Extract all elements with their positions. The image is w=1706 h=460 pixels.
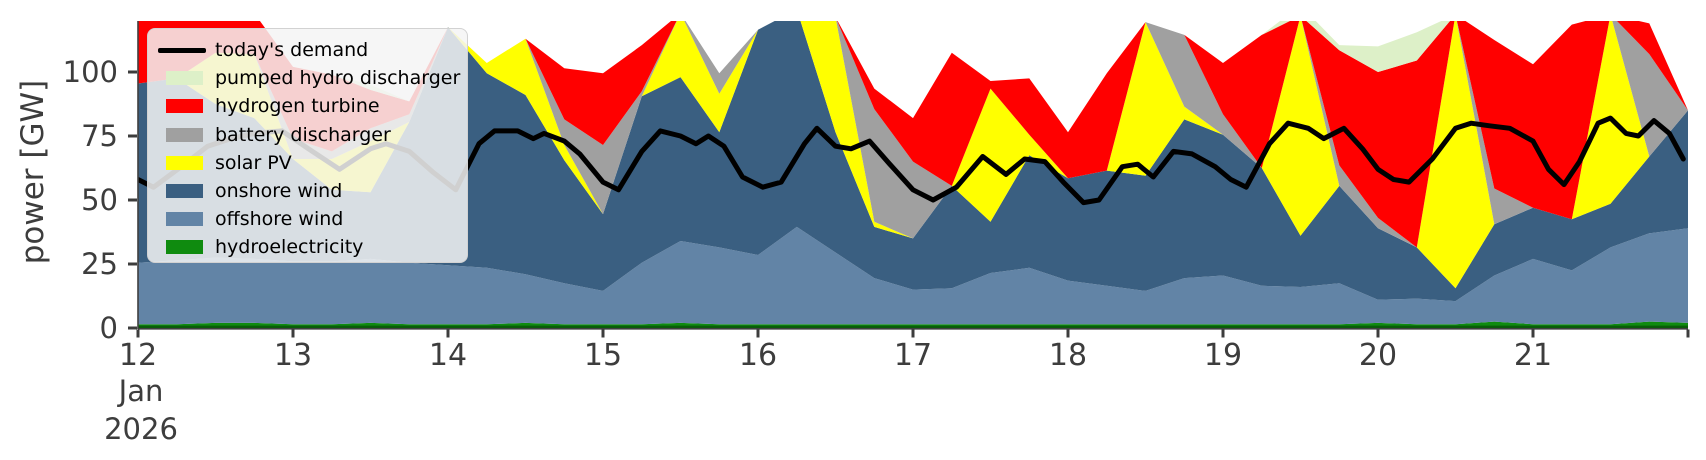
legend-item: solar PV	[158, 149, 467, 177]
legend-item: offshore wind	[158, 205, 467, 233]
x-tick-label: 15	[583, 338, 623, 373]
y-axis-label: power [GW]	[15, 79, 51, 265]
area-hydrogen-turbine	[138, 21, 1688, 248]
legend-line-handle	[158, 47, 206, 53]
x-tick-label: 13	[273, 338, 313, 373]
legend-patch-glyph	[166, 155, 203, 170]
x-tick-label: 19	[1203, 338, 1243, 373]
legend-label: onshore wind	[215, 180, 343, 203]
legend-color-swatch	[158, 127, 206, 142]
x-axis-year-label: 2026	[104, 412, 178, 446]
area-battery-discharger	[138, 21, 1688, 248]
legend-item: battery discharger	[158, 121, 467, 149]
x-tick-label: 21	[1513, 338, 1553, 373]
legend-color-swatch	[158, 240, 206, 255]
legend-label: battery discharger	[215, 123, 391, 146]
legend-label: hydroelectricity	[215, 236, 364, 259]
legend-label: pumped hydro discharger	[215, 67, 461, 90]
x-axis-date-label: Jan 2026	[95, 377, 187, 444]
legend-item: onshore wind	[158, 177, 467, 205]
legend-item: hydroelectricity	[158, 233, 467, 261]
x-tick-label: 18	[1048, 338, 1088, 373]
x-tick-label: 14	[428, 338, 468, 373]
x-tick-label: 12	[118, 338, 158, 373]
legend-label: offshore wind	[215, 208, 344, 231]
area-onshore-wind	[138, 21, 1688, 302]
legend-line-glyph	[158, 47, 206, 53]
y-tick-label: 25	[81, 247, 118, 281]
area-solar-PV	[138, 21, 1688, 289]
x-tick-label: 16	[738, 338, 778, 373]
legend-patch-glyph	[166, 240, 203, 255]
legend-patch-glyph	[166, 212, 203, 227]
legend-color-swatch	[158, 99, 206, 114]
legend: today's demand pumped hydro discharger hyd…	[147, 28, 468, 263]
y-tick-label: 75	[81, 119, 118, 153]
x-tick-label: 20	[1358, 338, 1398, 373]
legend-label: today's demand	[215, 39, 369, 62]
y-tick-label: 100	[62, 55, 118, 89]
legend-color-swatch	[158, 155, 206, 170]
y-tick-label: 50	[81, 183, 118, 217]
legend-item: hydrogen turbine	[158, 92, 467, 120]
legend-item: today's demand	[158, 36, 467, 64]
legend-patch-glyph	[166, 184, 203, 199]
legend-patch-glyph	[166, 71, 203, 86]
legend-patch-glyph	[166, 127, 203, 142]
legend-color-swatch	[158, 71, 206, 86]
legend-patch-glyph	[166, 99, 203, 114]
legend-label: hydrogen turbine	[215, 95, 380, 118]
x-axis-month-label: Jan	[118, 374, 164, 408]
legend-item: pumped hydro discharger	[158, 64, 467, 92]
x-tick-label: 17	[893, 338, 933, 373]
area-offshore-wind	[138, 226, 1688, 325]
legend-color-swatch	[158, 212, 206, 227]
legend-label: solar PV	[215, 151, 292, 174]
y-tick-label: 0	[99, 311, 118, 345]
legend-color-swatch	[158, 184, 206, 199]
